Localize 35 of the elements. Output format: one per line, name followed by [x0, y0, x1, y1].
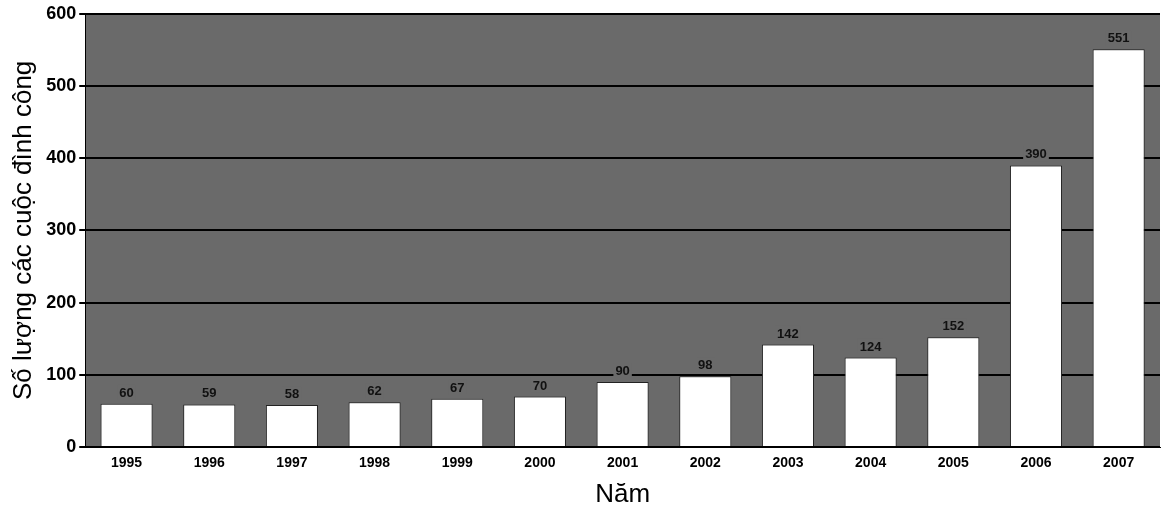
- data-label: 551: [1107, 30, 1130, 46]
- x-tick-label: 2006: [1020, 454, 1052, 471]
- x-tick-label: 2001: [607, 454, 639, 471]
- y-tick-label: 100: [46, 363, 77, 384]
- x-tick-label: 2002: [689, 454, 722, 471]
- x-tick-label: 2000: [524, 454, 556, 471]
- x-tick-label: 1995: [110, 454, 143, 471]
- data-label: 67: [450, 379, 465, 395]
- data-label: 58: [284, 386, 300, 402]
- x-tick-label: 2004: [855, 454, 887, 471]
- x-tick-label: 2005: [937, 454, 970, 471]
- y-tick-label: 400: [46, 147, 77, 168]
- data-label: 62: [367, 383, 382, 399]
- data-label: 59: [202, 385, 217, 401]
- data-label: 124: [859, 338, 883, 354]
- x-tick-label: 2007: [1103, 454, 1135, 471]
- data-label: 70: [532, 377, 548, 393]
- data-label: 152: [942, 318, 965, 334]
- y-tick-label: 300: [46, 219, 77, 240]
- data-label: 142: [777, 325, 799, 341]
- x-tick-label: 1999: [441, 454, 474, 471]
- x-tick-label: 1997: [276, 454, 308, 471]
- x-tick-label: 2003: [772, 454, 804, 471]
- data-label: 60: [119, 384, 134, 400]
- y-tick-label: 200: [46, 291, 77, 312]
- data-label: 98: [698, 357, 713, 373]
- y-tick-label: 0: [66, 435, 77, 456]
- data-label: 90: [615, 363, 630, 379]
- y-tick-label: 500: [46, 74, 77, 95]
- x-tick-label: 1996: [193, 454, 226, 471]
- x-tick-label: 1998: [359, 454, 391, 471]
- data-label: 390: [1025, 146, 1047, 162]
- y-axis-title: Số lượng các cuộc đình công: [6, 60, 37, 401]
- x-axis-title: Năm: [595, 477, 651, 508]
- y-tick-label: 600: [46, 2, 77, 23]
